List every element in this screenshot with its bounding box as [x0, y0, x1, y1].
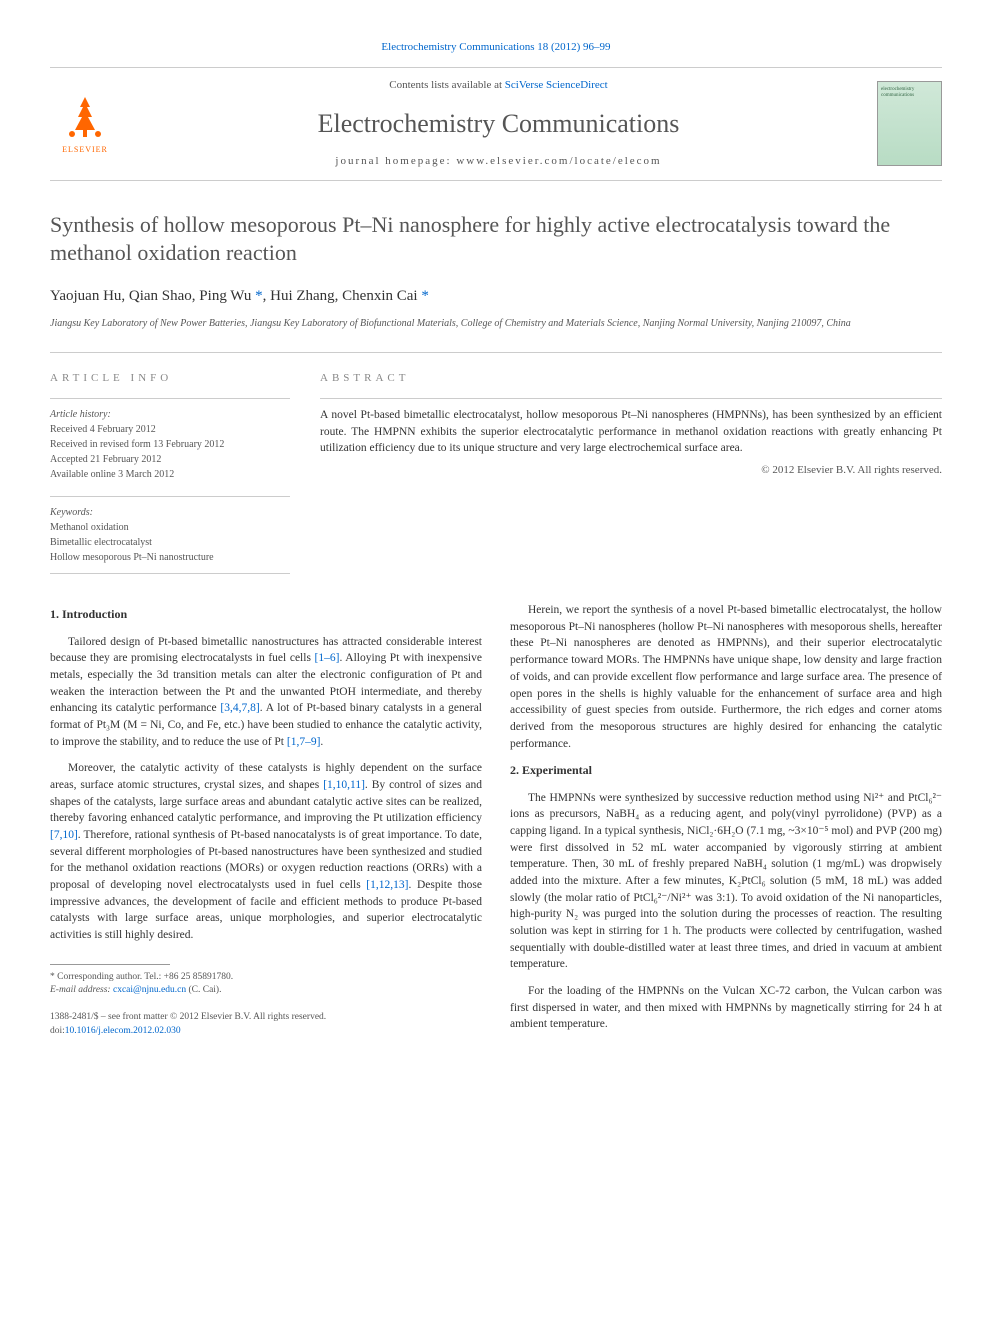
article-title: Synthesis of hollow mesoporous Pt–Ni nan… [50, 211, 942, 268]
homepage-prefix: journal homepage: [335, 155, 456, 167]
body-paragraph: The HMPNNs were synthesized by successiv… [510, 790, 942, 973]
citation-link[interactable]: [1,12,13] [366, 879, 408, 891]
journal-header: ELSEVIER Contents lists available at Sci… [50, 67, 942, 180]
citation-link[interactable]: [7,10] [50, 829, 78, 841]
text-run: . [320, 736, 323, 748]
history-label: Article history: [50, 407, 290, 422]
homepage-line: journal homepage: www.elsevier.com/locat… [120, 154, 877, 169]
section-heading-experimental: 2. Experimental [510, 762, 942, 779]
corresponding-author-footnote: * Corresponding author. Tel.: +86 25 858… [50, 971, 482, 998]
body-paragraph: For the loading of the HMPNNs on the Vul… [510, 983, 942, 1033]
article-history: Article history: Received 4 February 201… [50, 398, 290, 482]
email-label: E-mail address: [50, 985, 113, 995]
received-date: Received 4 February 2012 [50, 422, 290, 437]
doi-prefix: doi: [50, 1026, 65, 1036]
citation-link[interactable]: [1–6] [315, 652, 340, 664]
elsevier-label: ELSEVIER [62, 144, 108, 155]
cover-label: electrochemistry communications [881, 87, 938, 98]
author-list: Yaojuan Hu, Qian Shao, Ping Wu *, Hui Zh… [50, 286, 942, 307]
sciencedirect-link[interactable]: SciVerse ScienceDirect [505, 79, 608, 91]
right-column: Herein, we report the synthesis of a nov… [510, 602, 942, 1043]
body-paragraph: Tailored design of Pt-based bimetallic n… [50, 634, 482, 751]
citation-link[interactable]: Electrochemistry Communications 18 (2012… [381, 41, 610, 53]
footnote-separator [50, 964, 170, 965]
keyword: Hollow mesoporous Pt–Ni nanostructure [50, 550, 290, 565]
keyword: Methanol oxidation [50, 520, 290, 535]
email-suffix: (C. Cai). [186, 985, 221, 995]
doi-link[interactable]: 10.1016/j.elecom.2012.02.030 [65, 1026, 181, 1036]
homepage-url[interactable]: www.elsevier.com/locate/elecom [456, 155, 661, 167]
revised-date: Received in revised form 13 February 201… [50, 437, 290, 452]
accepted-date: Accepted 21 February 2012 [50, 452, 290, 467]
article-info-label: ARTICLE INFO [50, 371, 290, 386]
keywords-block: Keywords: Methanol oxidation Bimetallic … [50, 496, 290, 574]
corr-author-line: * Corresponding author. Tel.: +86 25 858… [50, 971, 482, 984]
elsevier-logo: ELSEVIER [50, 86, 120, 161]
keyword: Bimetallic electrocatalyst [50, 535, 290, 550]
keywords-label: Keywords: [50, 505, 290, 520]
bottom-meta: 1388-2481/$ – see front matter © 2012 El… [50, 1011, 482, 1038]
abstract-label: ABSTRACT [320, 371, 942, 386]
citation-link[interactable]: [1,10,11] [323, 779, 365, 791]
email-link[interactable]: cxcai@njnu.edu.cn [113, 985, 186, 995]
affiliation: Jiangsu Key Laboratory of New Power Batt… [50, 317, 942, 330]
journal-name: Electrochemistry Communications [120, 106, 877, 142]
abstract-copyright: © 2012 Elsevier B.V. All rights reserved… [320, 463, 942, 478]
online-date: Available online 3 March 2012 [50, 467, 290, 482]
abstract-block: ABSTRACT A novel Pt-based bimetallic ele… [320, 371, 942, 574]
contents-line: Contents lists available at SciVerse Sci… [120, 78, 877, 93]
section-heading-intro: 1. Introduction [50, 606, 482, 623]
issn-line: 1388-2481/$ – see front matter © 2012 El… [50, 1011, 482, 1024]
citation-link[interactable]: [3,4,7,8] [220, 702, 259, 714]
journal-cover-thumbnail: electrochemistry communications [877, 81, 942, 166]
citation-header: Electrochemistry Communications 18 (2012… [50, 40, 942, 55]
article-info-block: ARTICLE INFO Article history: Received 4… [50, 371, 290, 574]
left-column: 1. Introduction Tailored design of Pt-ba… [50, 602, 482, 1043]
elsevier-tree-icon [60, 92, 110, 142]
contents-prefix: Contents lists available at [389, 79, 504, 91]
body-paragraph: Moreover, the catalytic activity of thes… [50, 760, 482, 943]
citation-link[interactable]: [1,7–9] [287, 736, 321, 748]
abstract-text: A novel Pt-based bimetallic electrocatal… [320, 398, 942, 457]
body-paragraph: Herein, we report the synthesis of a nov… [510, 602, 942, 752]
